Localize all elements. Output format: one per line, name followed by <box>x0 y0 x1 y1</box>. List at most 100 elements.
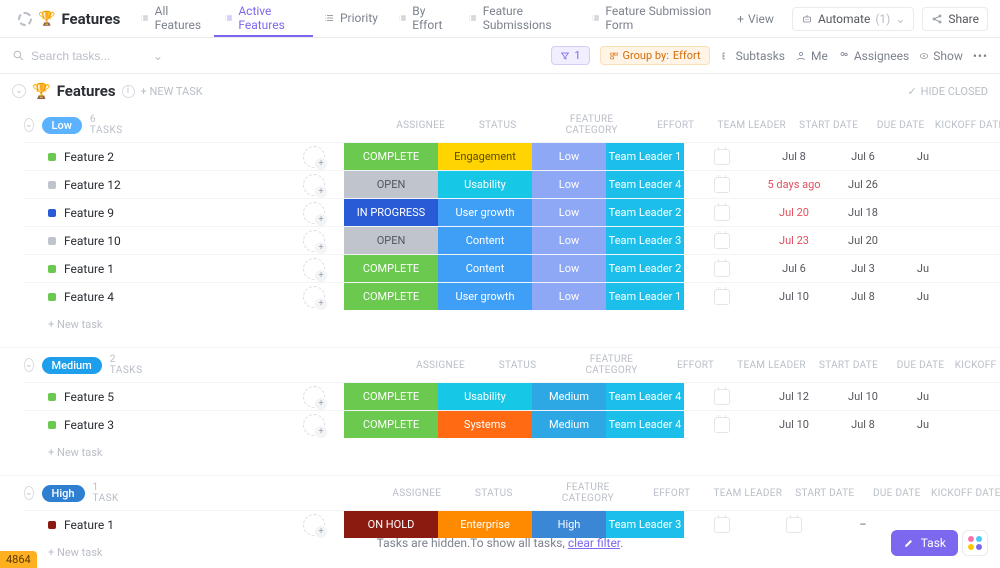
status-cell[interactable]: COMPLETE <box>344 255 438 282</box>
kickoff-date-cell[interactable]: Jul 10 <box>828 383 898 410</box>
task-row[interactable]: Feature 2 COMPLETEEngagementLowTeam Leade… <box>24 142 1000 170</box>
column-header[interactable]: STATUS <box>471 360 565 371</box>
task-name[interactable]: Feature 1 <box>24 255 284 282</box>
info-icon[interactable]: i <box>122 85 135 98</box>
leader-cell[interactable]: Team Leader 3 <box>606 511 684 538</box>
column-header[interactable]: ASSIGNEE <box>387 488 447 499</box>
hide-closed-toggle[interactable]: ✓ HIDE CLOSED <box>907 85 988 98</box>
column-header[interactable]: TEAM LEADER <box>733 360 811 371</box>
collapse-group[interactable]: ⌄ <box>24 486 34 500</box>
column-header[interactable]: TEAM LEADER <box>713 120 791 131</box>
filter-chip[interactable]: 1 <box>551 46 589 65</box>
search-input[interactable] <box>31 49 141 63</box>
review-date-cell[interactable] <box>898 199 948 226</box>
task-name[interactable]: Feature 2 <box>24 143 284 170</box>
effort-cell[interactable]: Low <box>532 227 606 254</box>
due-date-cell[interactable]: Jul 20 <box>760 199 828 226</box>
column-header[interactable]: DUE DATE <box>863 488 931 499</box>
category-cell[interactable]: User growth <box>438 199 532 226</box>
column-header[interactable]: FEATURE CATEGORY <box>541 482 635 504</box>
view-tab[interactable]: Feature Submission Form <box>581 0 723 37</box>
column-header[interactable]: KICKOFF DATE <box>931 488 1000 499</box>
status-cell[interactable]: OPEN <box>344 171 438 198</box>
status-cell[interactable]: OPEN <box>344 227 438 254</box>
task-row[interactable]: Feature 9IN PROGRESSUser growthLowTeam L… <box>24 198 1000 226</box>
status-cell[interactable]: ON HOLD <box>344 511 438 538</box>
more-menu[interactable]: ••• <box>973 49 988 63</box>
view-tab[interactable]: Feature Submissions <box>458 0 581 37</box>
column-header[interactable]: DUE DATE <box>887 360 955 371</box>
leader-cell[interactable]: Team Leader 4 <box>606 411 684 438</box>
status-cell[interactable]: IN PROGRESS <box>344 199 438 226</box>
view-tab[interactable]: Priority <box>313 0 388 37</box>
review-date-cell[interactable]: Ju <box>898 255 948 282</box>
task-name[interactable]: Feature 4 <box>24 283 284 310</box>
due-date-cell[interactable]: Jul 6 <box>760 255 828 282</box>
task-name[interactable]: Feature 1 <box>24 511 284 538</box>
status-cell[interactable]: COMPLETE <box>344 143 438 170</box>
status-cell[interactable]: COMPLETE <box>344 383 438 410</box>
review-date-cell[interactable]: Ju <box>898 383 948 410</box>
task-name[interactable]: Feature 10 <box>24 227 284 254</box>
share-button[interactable]: Share <box>922 7 988 31</box>
category-cell[interactable]: Systems <box>438 411 532 438</box>
view-tab[interactable]: Active Features <box>214 0 313 37</box>
due-date-cell[interactable]: Jul 12 <box>760 383 828 410</box>
category-cell[interactable]: Enterprise <box>438 511 532 538</box>
start-date-cell[interactable] <box>684 511 760 538</box>
kickoff-date-cell[interactable]: Jul 8 <box>828 411 898 438</box>
leader-cell[interactable]: Team Leader 2 <box>606 199 684 226</box>
assignee-cell[interactable] <box>284 383 344 410</box>
assignee-cell[interactable] <box>284 283 344 310</box>
automate-button[interactable]: Automate (1) ⌄ <box>792 7 914 31</box>
category-cell[interactable]: Engagement <box>438 143 532 170</box>
group-badge[interactable]: Low <box>42 117 82 134</box>
effort-cell[interactable]: Low <box>532 199 606 226</box>
due-date-cell[interactable]: Jul 10 <box>760 411 828 438</box>
start-date-cell[interactable] <box>684 411 760 438</box>
assignee-cell[interactable] <box>284 411 344 438</box>
leader-cell[interactable]: Team Leader 4 <box>606 383 684 410</box>
category-cell[interactable]: Usability <box>438 383 532 410</box>
status-cell[interactable]: COMPLETE <box>344 283 438 310</box>
start-date-cell[interactable] <box>684 171 760 198</box>
due-date-cell[interactable] <box>760 511 828 538</box>
effort-cell[interactable]: Low <box>532 171 606 198</box>
start-date-cell[interactable] <box>684 143 760 170</box>
task-row[interactable]: Feature 1COMPLETEContentLowTeam Leader 2… <box>24 254 1000 282</box>
assignee-cell[interactable] <box>284 199 344 226</box>
category-cell[interactable]: Content <box>438 227 532 254</box>
column-header[interactable]: FEATURE CATEGORY <box>545 114 639 136</box>
leader-cell[interactable]: Team Leader 4 <box>606 171 684 198</box>
column-header[interactable]: ASSIGNEE <box>411 360 471 371</box>
collapse-group[interactable]: ⌄ <box>24 118 34 132</box>
column-header[interactable]: KICKOFF DATE <box>935 120 1000 131</box>
column-header[interactable]: STATUS <box>447 488 541 499</box>
category-cell[interactable]: Usability <box>438 171 532 198</box>
group-badge[interactable]: High <box>42 485 85 502</box>
review-date-cell[interactable] <box>898 227 948 254</box>
leader-cell[interactable]: Team Leader 1 <box>606 143 684 170</box>
category-cell[interactable]: User growth <box>438 283 532 310</box>
assignee-cell[interactable] <box>284 255 344 282</box>
leader-cell[interactable]: Team Leader 1 <box>606 283 684 310</box>
task-row[interactable]: Feature 1ON HOLDEnterpriseHighTeam Leade… <box>24 510 1000 538</box>
column-header[interactable]: START DATE <box>791 120 867 131</box>
kickoff-date-cell[interactable]: Jul 3 <box>828 255 898 282</box>
assignee-cell[interactable] <box>284 227 344 254</box>
show-menu[interactable]: Show <box>919 49 963 63</box>
start-date-cell[interactable] <box>684 255 760 282</box>
column-header[interactable]: KICKOFF DATE <box>955 360 1000 371</box>
effort-cell[interactable]: Low <box>532 143 606 170</box>
column-header[interactable]: EFFORT <box>639 120 713 131</box>
assignee-cell[interactable] <box>284 171 344 198</box>
review-date-cell[interactable]: Ju <box>898 283 948 310</box>
task-row[interactable]: Feature 12OPENUsabilityLowTeam Leader 45… <box>24 170 1000 198</box>
effort-cell[interactable]: Low <box>532 283 606 310</box>
kickoff-date-cell[interactable]: Jul 18 <box>828 199 898 226</box>
effort-cell[interactable]: Medium <box>532 411 606 438</box>
task-row[interactable]: Feature 4 COMPLETEUser growthLowTeam Lead… <box>24 282 1000 310</box>
view-tab[interactable]: By Effort <box>388 0 458 37</box>
assignee-cell[interactable] <box>284 143 344 170</box>
apps-fab[interactable] <box>962 530 988 556</box>
